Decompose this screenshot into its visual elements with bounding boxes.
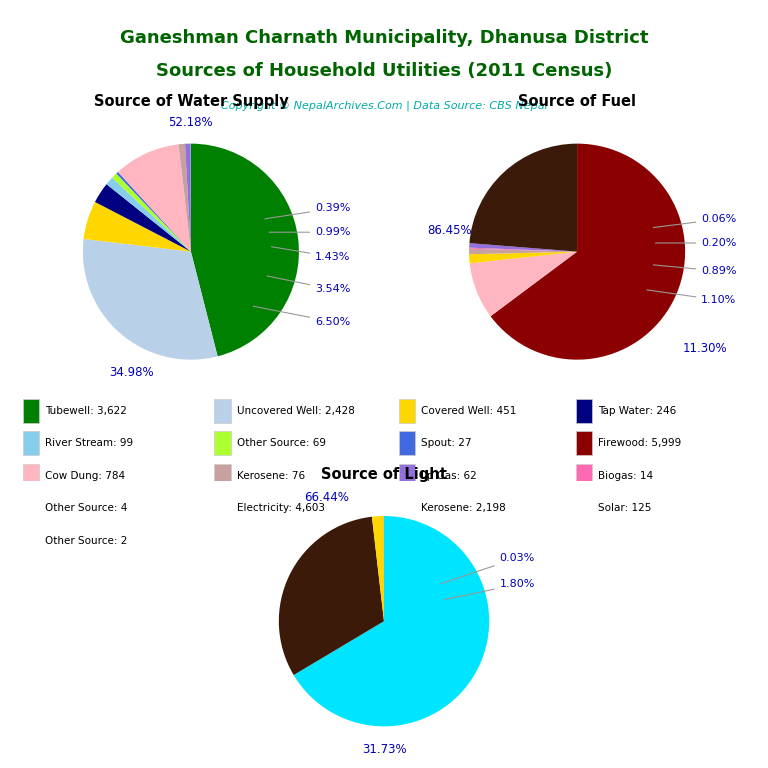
Text: 0.06%: 0.06% — [654, 214, 737, 227]
Text: Kerosene: 76: Kerosene: 76 — [237, 471, 305, 481]
Text: 3.54%: 3.54% — [267, 276, 350, 294]
Text: 34.98%: 34.98% — [109, 366, 154, 379]
Wedge shape — [83, 239, 217, 359]
Text: 0.39%: 0.39% — [265, 204, 350, 219]
Text: 86.45%: 86.45% — [427, 223, 472, 237]
Text: Ganeshman Charnath Municipality, Dhanusa District: Ganeshman Charnath Municipality, Dhanusa… — [120, 29, 648, 47]
Bar — [399, 399, 415, 423]
Text: Sources of Household Utilities (2011 Census): Sources of Household Utilities (2011 Cen… — [156, 61, 612, 80]
Text: 1.43%: 1.43% — [271, 247, 350, 262]
Bar — [23, 496, 39, 520]
Bar — [576, 432, 592, 455]
Bar — [214, 464, 230, 488]
Text: 52.18%: 52.18% — [169, 115, 214, 128]
Bar — [576, 399, 592, 423]
Bar — [23, 432, 39, 455]
Title: Source of Water Supply: Source of Water Supply — [94, 94, 288, 108]
Text: 1.80%: 1.80% — [445, 579, 535, 600]
Text: 31.73%: 31.73% — [362, 743, 406, 756]
Text: Other Source: 69: Other Source: 69 — [237, 439, 326, 449]
Wedge shape — [469, 243, 577, 252]
Text: 0.03%: 0.03% — [442, 553, 535, 584]
Wedge shape — [469, 144, 577, 252]
Wedge shape — [372, 516, 384, 621]
Bar — [23, 399, 39, 423]
Bar — [214, 432, 230, 455]
Wedge shape — [279, 517, 384, 675]
Title: Source of Fuel: Source of Fuel — [518, 94, 636, 108]
Wedge shape — [107, 177, 191, 252]
Text: 11.30%: 11.30% — [682, 343, 727, 356]
Text: 66.44%: 66.44% — [303, 491, 349, 504]
Text: 1.10%: 1.10% — [647, 290, 737, 305]
Text: 0.20%: 0.20% — [655, 238, 737, 248]
Text: Copyright © NepalArchives.Com | Data Source: CBS Nepal: Copyright © NepalArchives.Com | Data Sou… — [220, 101, 548, 111]
Text: 0.89%: 0.89% — [654, 265, 737, 276]
Wedge shape — [118, 144, 191, 252]
Text: Covered Well: 451: Covered Well: 451 — [421, 406, 516, 416]
Wedge shape — [84, 202, 191, 252]
Text: Tap Water: 246: Tap Water: 246 — [598, 406, 676, 416]
Wedge shape — [491, 144, 685, 359]
Bar — [576, 464, 592, 488]
Text: Other Source: 2: Other Source: 2 — [45, 535, 127, 545]
Text: Lp Gas: 62: Lp Gas: 62 — [421, 471, 477, 481]
Text: Cow Dung: 784: Cow Dung: 784 — [45, 471, 125, 481]
Text: 0.99%: 0.99% — [270, 227, 351, 237]
Wedge shape — [469, 247, 577, 252]
Wedge shape — [116, 172, 191, 252]
Wedge shape — [95, 184, 191, 252]
Bar — [399, 432, 415, 455]
Wedge shape — [469, 252, 577, 263]
Text: Firewood: 5,999: Firewood: 5,999 — [598, 439, 681, 449]
Text: Solar: 125: Solar: 125 — [598, 503, 651, 513]
Title: Source of Light: Source of Light — [321, 467, 447, 482]
Bar — [23, 464, 39, 488]
Text: Spout: 27: Spout: 27 — [421, 439, 472, 449]
Bar — [576, 496, 592, 520]
Wedge shape — [112, 174, 191, 252]
Bar — [399, 496, 415, 520]
Bar — [23, 528, 39, 552]
Text: Tubewell: 3,622: Tubewell: 3,622 — [45, 406, 127, 416]
Wedge shape — [185, 144, 191, 252]
Text: 6.50%: 6.50% — [253, 306, 350, 327]
Text: Electricity: 4,603: Electricity: 4,603 — [237, 503, 325, 513]
Text: Other Source: 4: Other Source: 4 — [45, 503, 127, 513]
Wedge shape — [178, 144, 191, 252]
Text: River Stream: 99: River Stream: 99 — [45, 439, 133, 449]
Bar — [214, 399, 230, 423]
Text: Uncovered Well: 2,428: Uncovered Well: 2,428 — [237, 406, 354, 416]
Wedge shape — [470, 252, 577, 316]
Text: Biogas: 14: Biogas: 14 — [598, 471, 653, 481]
Wedge shape — [469, 249, 577, 254]
Bar — [214, 496, 230, 520]
Text: Kerosene: 2,198: Kerosene: 2,198 — [421, 503, 505, 513]
Wedge shape — [293, 516, 489, 727]
Wedge shape — [191, 144, 299, 356]
Bar — [399, 464, 415, 488]
